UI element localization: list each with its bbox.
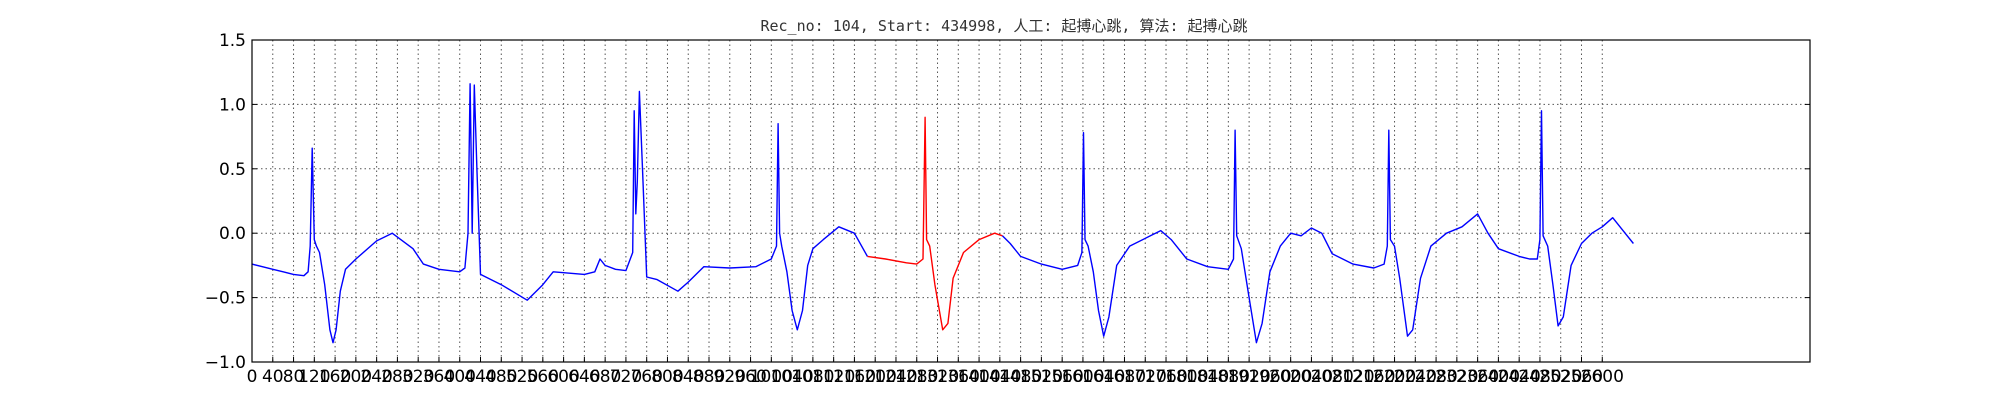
y-tick-label: 0.5 bbox=[219, 160, 246, 180]
x-tick-label: 1080 bbox=[791, 367, 834, 387]
y-tick-label: 1.5 bbox=[219, 31, 246, 51]
x-tick-label: 360 bbox=[423, 367, 455, 387]
x-tick-label: 1920 bbox=[1227, 367, 1270, 387]
y-tick-label: 1.0 bbox=[219, 95, 246, 115]
x-tick-label: 1120 bbox=[812, 367, 855, 387]
x-tick-label: 960 bbox=[734, 367, 766, 387]
x-tick-label: 1240 bbox=[874, 367, 917, 387]
ecg-series bbox=[251, 83, 1634, 344]
x-tick-label: 1160 bbox=[833, 367, 876, 387]
x-tick-label: 1680 bbox=[1103, 367, 1146, 387]
x-tick-label: 880 bbox=[693, 367, 725, 387]
x-tick-label: 2440 bbox=[1498, 367, 1541, 387]
x-tick-label: 1200 bbox=[854, 367, 897, 387]
x-tick-label: 480 bbox=[485, 367, 517, 387]
x-tick-label: 720 bbox=[610, 367, 642, 387]
grid-lines bbox=[251, 39, 1810, 363]
x-tick-label: 1800 bbox=[1165, 367, 1208, 387]
x-tick-label: 2160 bbox=[1352, 367, 1395, 387]
x-tick-label: 2320 bbox=[1435, 367, 1478, 387]
x-tick-label: 2200 bbox=[1373, 367, 1416, 387]
x-tick-label: 1760 bbox=[1144, 367, 1187, 387]
x-tick-label: 1040 bbox=[770, 367, 813, 387]
x-tick-label: 1600 bbox=[1061, 367, 1104, 387]
x-tick-label: 2400 bbox=[1477, 367, 1520, 387]
x-tick-label: 2360 bbox=[1456, 367, 1499, 387]
x-tick-label: 520 bbox=[506, 367, 538, 387]
x-tick-label: 400 bbox=[444, 367, 476, 387]
x-tick-label: 1720 bbox=[1124, 367, 1167, 387]
x-tick-label: 2080 bbox=[1311, 367, 1354, 387]
x-tick-label: 1640 bbox=[1082, 367, 1125, 387]
x-tick-label: 1520 bbox=[1020, 367, 1063, 387]
x-tick-label: 560 bbox=[527, 367, 559, 387]
plot-area-frame bbox=[251, 39, 1811, 363]
ecg-line-segment-0 bbox=[251, 83, 869, 344]
x-tick-label: 600 bbox=[547, 367, 579, 387]
x-tick-label: 0 bbox=[247, 367, 258, 387]
x-tick-label: 680 bbox=[589, 367, 621, 387]
x-tick-label: 1440 bbox=[978, 367, 1021, 387]
x-tick-label: 440 bbox=[464, 367, 496, 387]
x-tick-label: 2600 bbox=[1581, 367, 1624, 387]
x-tick-label: 1320 bbox=[916, 367, 959, 387]
x-tick-label: 920 bbox=[714, 367, 746, 387]
x-tick-label: 1360 bbox=[937, 367, 980, 387]
x-tick-label: 800 bbox=[651, 367, 683, 387]
x-tick-label: 1280 bbox=[895, 367, 938, 387]
x-tick-label: 2520 bbox=[1539, 367, 1582, 387]
x-tick-label: 160 bbox=[319, 367, 351, 387]
x-tick-label: 320 bbox=[402, 367, 434, 387]
x-tick-label: 1000 bbox=[750, 367, 793, 387]
x-tick-label: 1840 bbox=[1186, 367, 1229, 387]
y-tick-label: 0.0 bbox=[219, 224, 246, 244]
x-tick-label: 2040 bbox=[1290, 367, 1333, 387]
y-tick-label: −0.5 bbox=[205, 289, 246, 309]
x-tick-label: 2280 bbox=[1414, 367, 1457, 387]
x-tick-label: 2000 bbox=[1269, 367, 1312, 387]
x-tick-label: 1960 bbox=[1248, 367, 1291, 387]
x-tick-label: 2120 bbox=[1331, 367, 1374, 387]
x-tick-label: 200 bbox=[340, 367, 372, 387]
x-tick-label: 80 bbox=[283, 367, 305, 387]
x-tick-label: 1880 bbox=[1207, 367, 1250, 387]
x-tick-label: 40 bbox=[262, 367, 284, 387]
x-tick-label: 640 bbox=[568, 367, 600, 387]
x-tick-label: 1400 bbox=[957, 367, 1000, 387]
x-tick-label: 1560 bbox=[1041, 367, 1084, 387]
x-tick-label: 760 bbox=[630, 367, 662, 387]
x-tick-label: 1480 bbox=[999, 367, 1042, 387]
chart-title: Rec_no: 104, Start: 434998, 人工: 起搏心跳, 算法… bbox=[760, 17, 1247, 35]
x-tick-label: 840 bbox=[672, 367, 704, 387]
ecg-line-segment-2 bbox=[1001, 110, 1634, 344]
x-tick-label: 240 bbox=[360, 367, 392, 387]
highlight-beat-line bbox=[867, 116, 1003, 331]
axis-ticks: 0 40 8012016020024028032036040044048052056… bbox=[205, 31, 1810, 387]
y-tick-label: −1.0 bbox=[205, 353, 246, 373]
x-tick-label: 2480 bbox=[1518, 367, 1561, 387]
x-tick-label: 120 bbox=[298, 367, 330, 387]
x-tick-label: 2240 bbox=[1394, 367, 1437, 387]
x-tick-label: 2560 bbox=[1560, 367, 1603, 387]
x-tick-label: 280 bbox=[381, 367, 413, 387]
